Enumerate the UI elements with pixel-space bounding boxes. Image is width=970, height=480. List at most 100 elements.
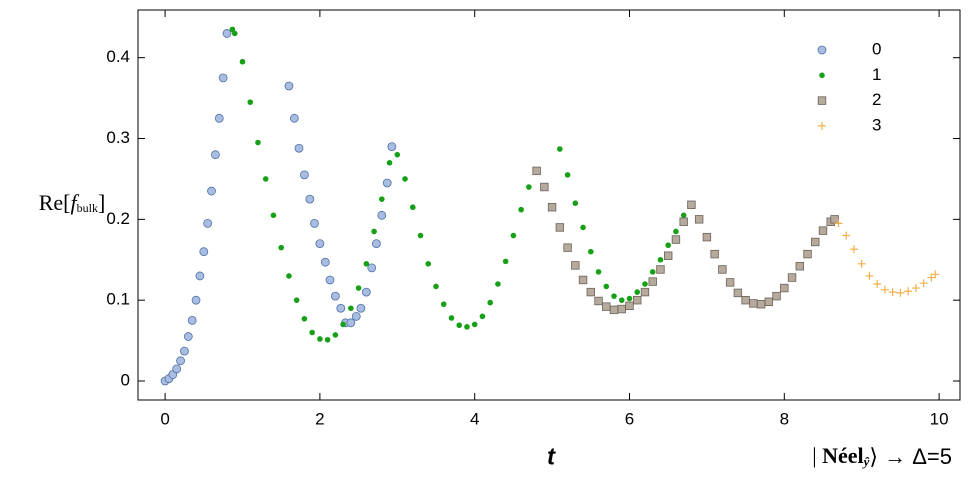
point — [518, 206, 524, 213]
point — [702, 232, 712, 242]
point — [510, 232, 517, 239]
point — [795, 262, 804, 271]
legend-label: 3 — [872, 115, 881, 134]
point — [911, 284, 920, 293]
point — [595, 269, 602, 275]
point — [199, 247, 209, 257]
point — [379, 196, 385, 202]
point — [679, 217, 688, 226]
point — [830, 215, 839, 224]
y-tick-label: 0.3 — [106, 128, 130, 147]
annotation-part: | — [812, 443, 822, 468]
x-tick-label: 0 — [160, 409, 169, 428]
point — [919, 279, 928, 288]
point — [387, 142, 397, 152]
point — [262, 176, 269, 182]
point — [367, 263, 377, 273]
point — [663, 251, 673, 260]
point — [356, 303, 366, 313]
point — [818, 226, 828, 235]
point — [320, 257, 330, 267]
point — [425, 261, 432, 267]
point — [617, 304, 626, 314]
point — [247, 99, 254, 105]
point — [580, 224, 586, 231]
point — [865, 271, 874, 280]
y-axis-label: Re[fbulk] — [39, 190, 106, 215]
point — [270, 212, 277, 219]
point — [718, 265, 727, 274]
point — [284, 81, 294, 91]
point — [649, 269, 656, 275]
point — [239, 58, 246, 65]
legend-label: 0 — [872, 39, 881, 58]
x-tick-label: 4 — [470, 409, 479, 428]
point — [402, 176, 408, 182]
point — [448, 315, 455, 321]
point — [351, 311, 361, 321]
point — [896, 288, 905, 297]
point — [409, 204, 416, 211]
point — [394, 151, 401, 158]
point — [172, 364, 182, 374]
point — [680, 212, 687, 219]
point — [456, 322, 463, 329]
point — [231, 30, 238, 37]
legend-marker — [818, 121, 826, 130]
point — [293, 297, 300, 303]
y-tick-label: 0.2 — [106, 209, 130, 228]
point — [324, 336, 331, 343]
point — [564, 172, 571, 178]
point — [301, 315, 308, 322]
point — [187, 315, 197, 325]
point — [557, 146, 563, 152]
point — [207, 186, 216, 196]
point — [417, 232, 424, 239]
point — [355, 285, 362, 291]
point — [780, 283, 789, 293]
point — [176, 356, 185, 366]
point — [183, 332, 193, 341]
point — [657, 256, 664, 263]
point — [694, 215, 704, 224]
point — [332, 332, 339, 338]
y-label-part: f — [70, 190, 79, 215]
point — [317, 336, 323, 342]
point — [873, 280, 882, 289]
point — [479, 313, 486, 320]
point — [218, 73, 228, 83]
legend-marker — [817, 96, 827, 105]
point — [634, 289, 641, 295]
legend-marker — [817, 45, 827, 55]
point — [278, 244, 284, 251]
point — [587, 248, 594, 255]
point — [648, 277, 657, 286]
point — [609, 305, 619, 315]
x-tick-label: 10 — [930, 409, 949, 428]
point — [803, 249, 812, 259]
point — [772, 291, 781, 301]
point — [315, 239, 325, 248]
point — [787, 273, 797, 282]
x-tick-label: 8 — [780, 409, 789, 428]
point — [195, 271, 205, 281]
point — [603, 283, 610, 290]
point — [309, 329, 315, 336]
point — [371, 239, 381, 248]
point — [540, 182, 549, 192]
point — [642, 281, 648, 287]
point — [440, 301, 447, 308]
point — [671, 235, 681, 244]
point — [633, 295, 642, 305]
x-tick-label: 6 — [625, 409, 634, 428]
point — [377, 210, 387, 220]
point — [340, 321, 346, 328]
point — [487, 299, 493, 306]
legend-label: 2 — [872, 90, 881, 109]
point — [471, 321, 478, 328]
point — [849, 245, 858, 254]
point — [640, 287, 650, 297]
point — [180, 346, 189, 356]
point — [586, 287, 595, 297]
point — [191, 295, 201, 305]
